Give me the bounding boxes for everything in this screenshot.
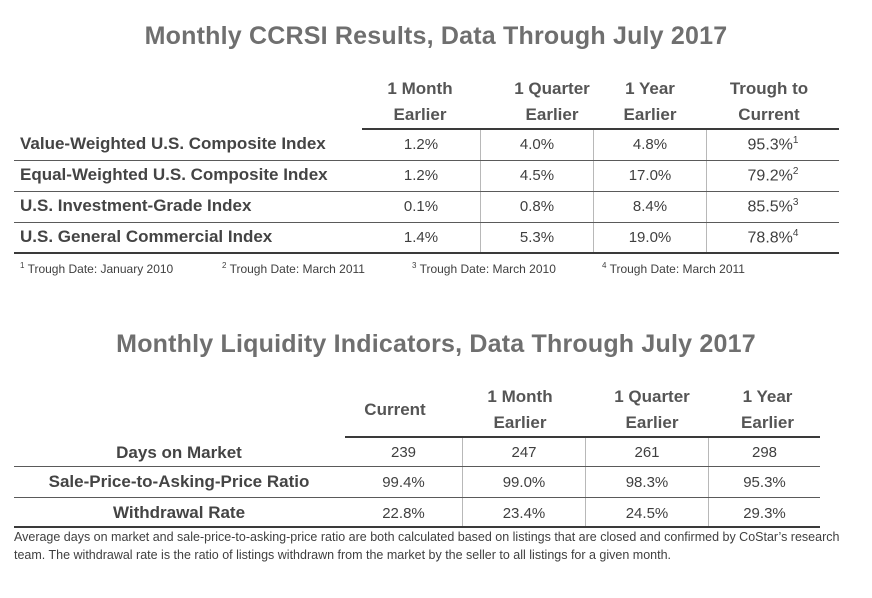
ccrsi-row-rule — [14, 222, 839, 223]
ccrsi-row-label: U.S. Investment-Grade Index — [20, 196, 252, 215]
ccrsi-col-header-1-quarter: 1 Quarter Earlier — [514, 79, 590, 124]
ccrsi-cell: 17.0% — [628, 167, 672, 184]
liquidity-col-header-1-year: 1 Year Earlier — [741, 387, 794, 432]
liquidity-row-label: Days on Market — [116, 443, 242, 462]
liquidity-cell: 99.4% — [382, 474, 425, 491]
ccrsi-col-header-1-year: 1 Year Earlier — [623, 79, 677, 124]
ccrsi-row-label: U.S. General Commercial Index — [20, 227, 273, 246]
liquidity-cell: 29.3% — [743, 505, 786, 522]
ccrsi-row-label: Value-Weighted U.S. Composite Index — [20, 134, 326, 153]
liquidity-row-rule — [14, 497, 820, 498]
ccrsi-cell: 1.2% — [403, 167, 439, 184]
ccrsi-footnote: 2 Trough Date: March 2011 — [222, 261, 365, 276]
liquidity-cell: 298 — [751, 444, 778, 461]
liquidity-title: Monthly Liquidity Indicators, Data Throu… — [116, 330, 756, 358]
ccrsi-bottom-rule — [14, 252, 839, 254]
ccrsi-title: Monthly CCRSI Results, Data Through July… — [144, 22, 728, 50]
ccrsi-cell-trough: 95.3%1 — [747, 135, 799, 154]
ccrsi-cell: 1.4% — [403, 229, 439, 246]
liquidity-row-rule — [14, 466, 820, 467]
ccrsi-cell: 4.5% — [519, 167, 555, 184]
ccrsi-cell: 4.0% — [519, 136, 555, 153]
liquidity-col-header-1-month: 1 Month Earlier — [487, 387, 553, 432]
ccrsi-row-rule — [14, 160, 839, 161]
ccrsi-cell: 8.4% — [632, 198, 668, 215]
ccrsi-row-rule — [14, 191, 839, 192]
liquidity-cell: 261 — [634, 444, 660, 461]
ccrsi-col-header-1-month: 1 Month Earlier — [387, 79, 453, 124]
liquidity-cell: 24.5% — [625, 505, 669, 522]
liquidity-cell: 99.0% — [502, 474, 546, 491]
liquidity-column-divider — [462, 438, 463, 528]
ccrsi-cell: 4.8% — [632, 136, 668, 153]
ccrsi-col-header-trough: Trough to Current — [729, 79, 809, 124]
liquidity-row-label: Sale-Price-to-Asking-Price Ratio — [48, 472, 310, 491]
liquidity-col-header-current: Current — [364, 400, 426, 419]
liquidity-row-label: Withdrawal Rate — [112, 503, 246, 522]
liquidity-column-divider — [585, 438, 586, 528]
ccrsi-cell-trough: 85.5%3 — [747, 197, 799, 216]
liquidity-header-rule — [345, 436, 820, 438]
ccrsi-header-rule — [362, 128, 839, 130]
ccrsi-footnote: 1 Trough Date: January 2010 — [20, 261, 174, 276]
liquidity-cell: 23.4% — [502, 505, 546, 522]
ccrsi-cell: 0.1% — [403, 198, 439, 215]
ccrsi-row-label: Equal-Weighted U.S. Composite Index — [20, 165, 328, 184]
ccrsi-footnote: 4 Trough Date: March 2011 — [602, 261, 745, 276]
ccrsi-cell: 0.8% — [519, 198, 555, 215]
liquidity-footnote: Average days on market and sale-price-to… — [14, 530, 840, 562]
ccrsi-cell-trough: 79.2%2 — [747, 166, 799, 185]
ccrsi-cell-trough: 78.8%4 — [747, 228, 799, 247]
liquidity-column-divider — [708, 438, 709, 528]
ccrsi-cell: 1.2% — [403, 136, 439, 153]
liquidity-cell: 239 — [390, 444, 417, 461]
ccrsi-cell: 19.0% — [628, 229, 672, 246]
liquidity-cell: 22.8% — [382, 505, 425, 522]
liquidity-bottom-rule — [14, 526, 820, 528]
liquidity-cell: 95.3% — [743, 474, 786, 491]
ccrsi-cell: 5.3% — [519, 229, 555, 246]
liquidity-cell: 247 — [511, 444, 537, 461]
liquidity-col-header-1-quarter: 1 Quarter Earlier — [614, 387, 690, 432]
liquidity-cell: 98.3% — [625, 474, 669, 491]
ccrsi-footnote: 3 Trough Date: March 2010 — [412, 261, 556, 276]
